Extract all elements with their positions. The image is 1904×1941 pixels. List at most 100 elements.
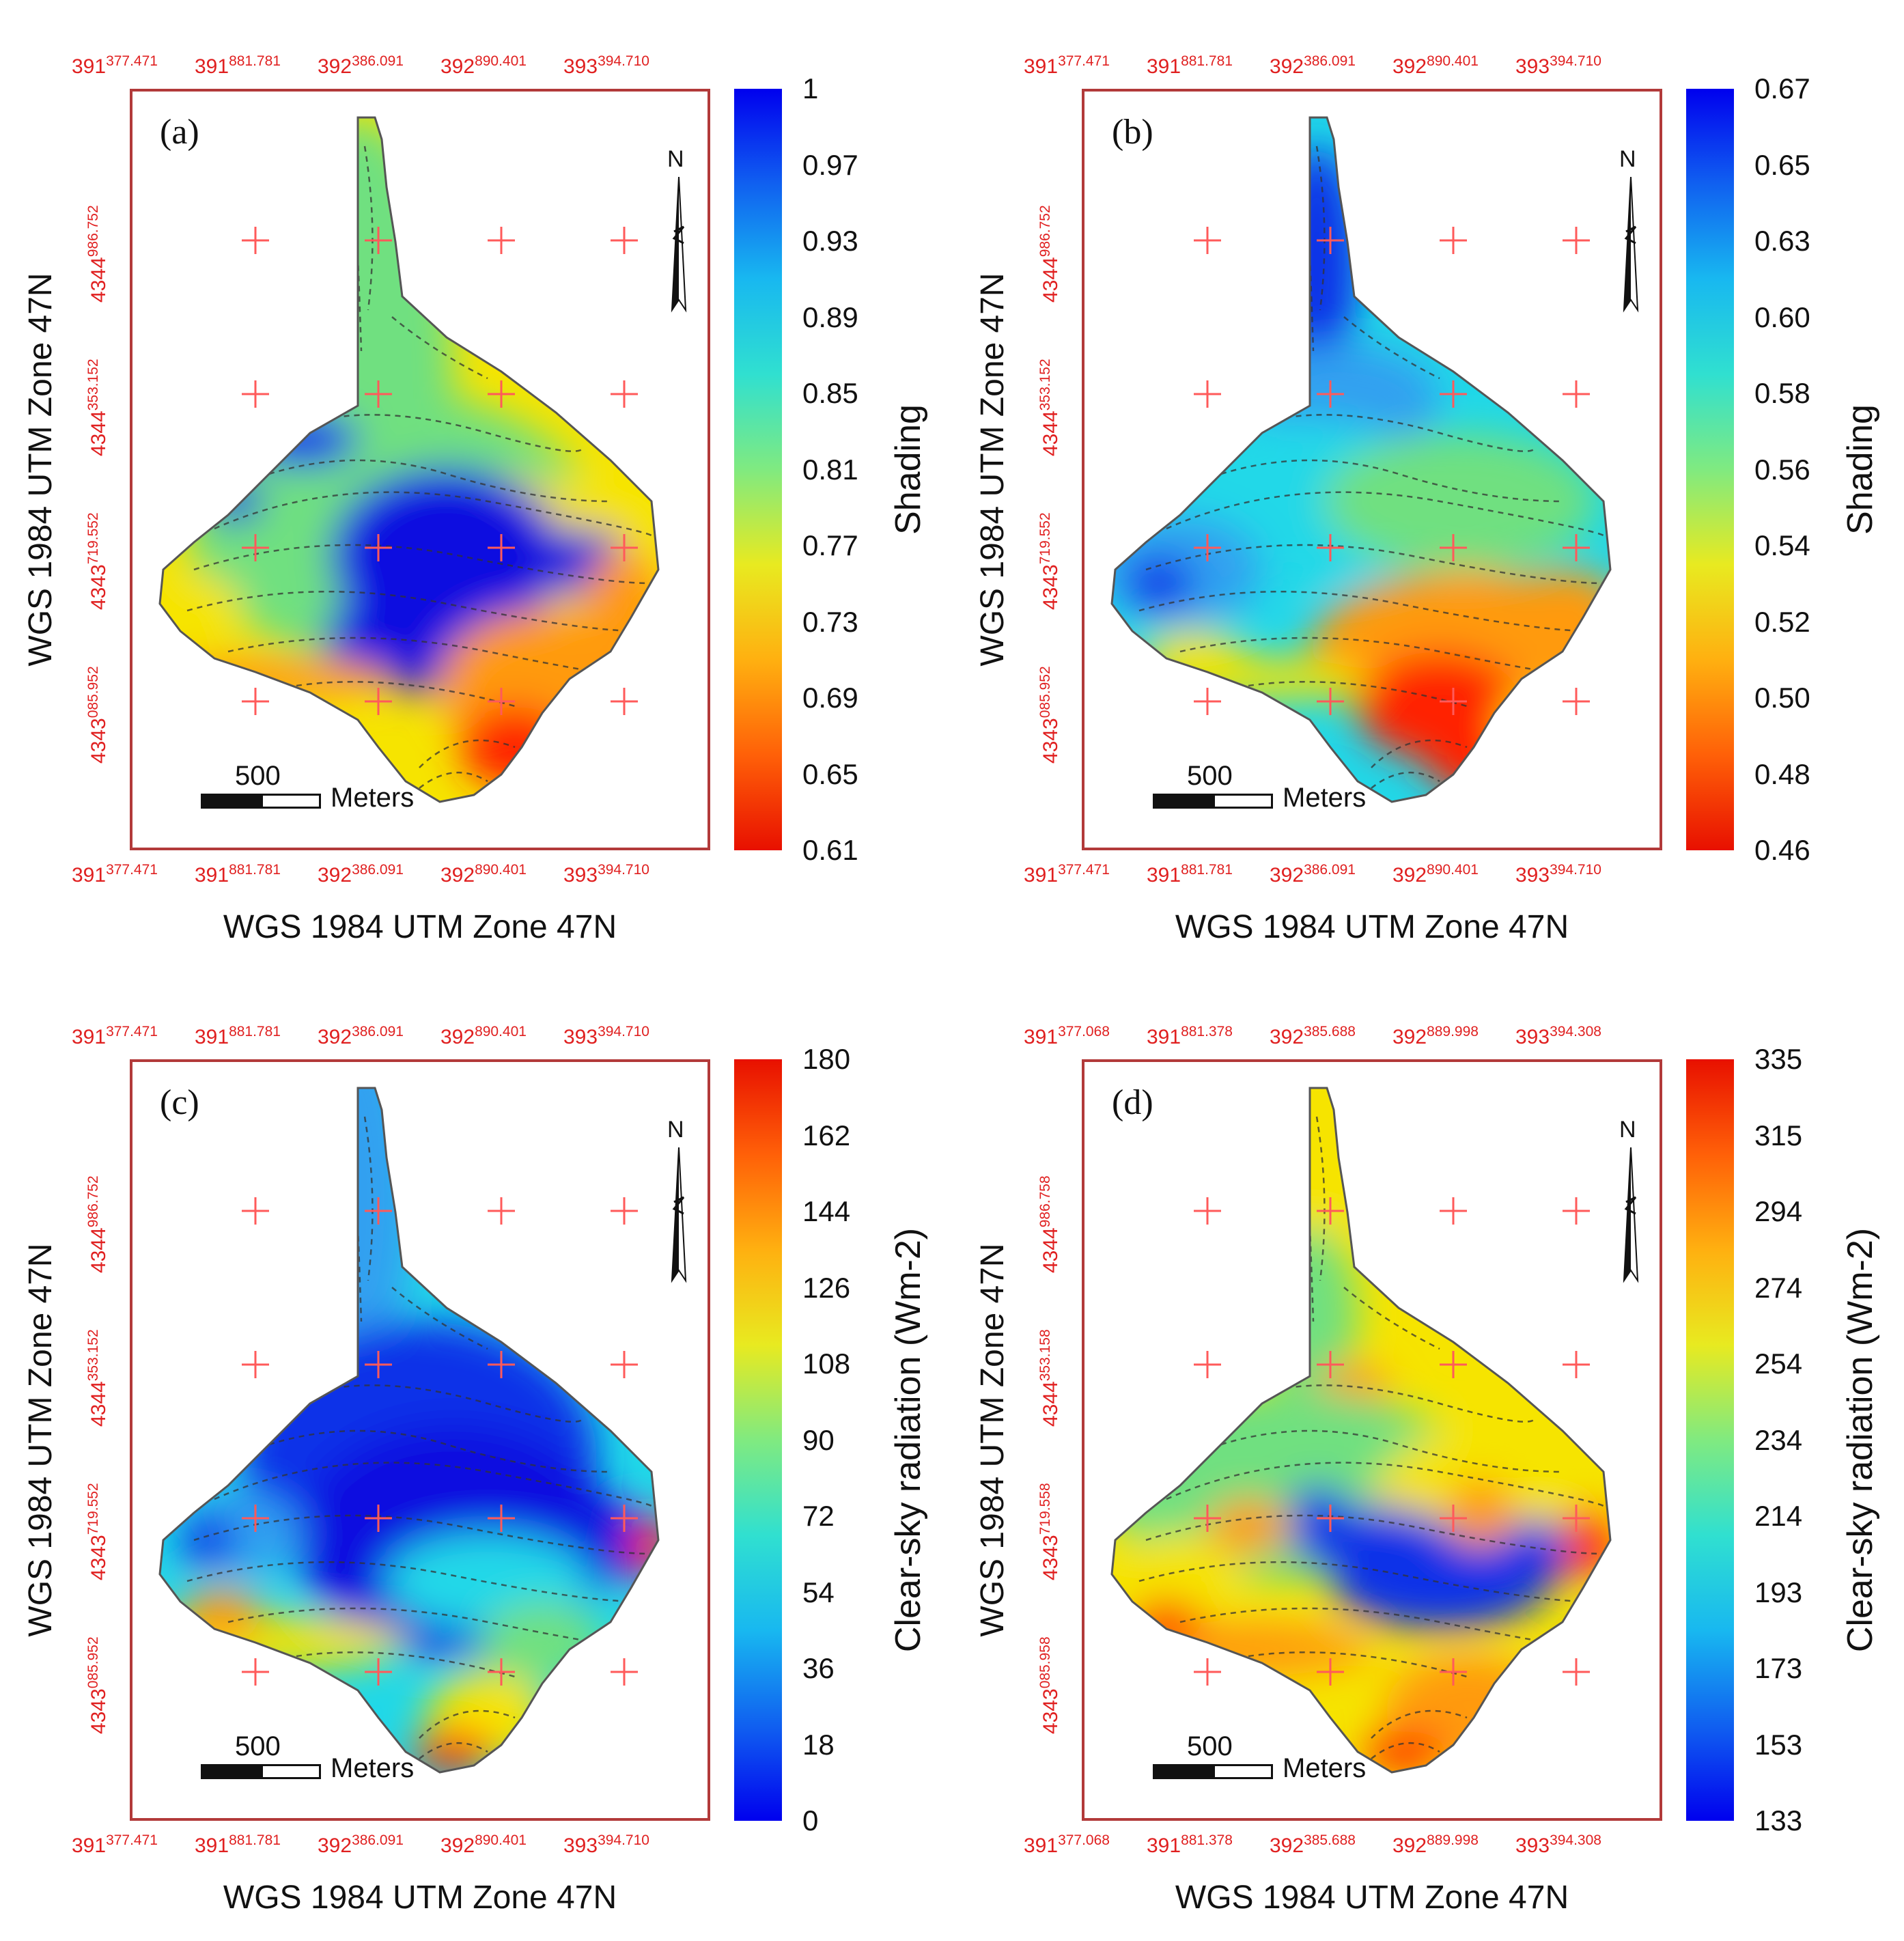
grid-cross — [488, 1197, 515, 1225]
scale-segment-black — [1153, 1764, 1213, 1779]
x-tick-label-top: 392386.091 — [318, 53, 404, 78]
colorbar-tick-label: 153 — [1754, 1728, 1803, 1761]
y-axis-title: WGS 1984 UTM Zone 47N — [975, 1243, 1011, 1637]
x-tick-label-bottom: 393394.710 — [563, 862, 649, 886]
grid-cross — [611, 1197, 638, 1225]
scale-value: 500 — [1187, 1731, 1233, 1761]
grid-cross — [1194, 227, 1221, 254]
grid-cross — [1440, 1505, 1467, 1532]
x-tick-label-top: 392385.688 — [1270, 1024, 1356, 1048]
raster-blob-d-13 — [1364, 1731, 1446, 1772]
y-tick-label: 4343719.552 — [85, 512, 110, 610]
x-axis-title: WGS 1984 UTM Zone 47N — [223, 1880, 617, 1916]
north-arrow-icon: N — [1614, 1117, 1648, 1294]
grid-cross — [1563, 227, 1590, 254]
x-tick-label-top: 392889.998 — [1392, 1024, 1479, 1048]
raster-blob-c-11 — [180, 1588, 262, 1643]
raster-blob-b-9 — [1501, 570, 1610, 652]
contour-b-2 — [1166, 491, 1604, 537]
x-tick-label-bottom: 392890.401 — [1392, 862, 1479, 886]
colorbar-tick-label: 234 — [1754, 1423, 1803, 1456]
x-tick-label-top: 392890.401 — [440, 53, 527, 78]
colorbar-tick-label: 274 — [1754, 1271, 1803, 1304]
grid-cross — [488, 1351, 515, 1378]
grid-cross — [1440, 1197, 1467, 1225]
grid-cross — [242, 1351, 269, 1378]
x-tick-label-bottom: 392386.091 — [1270, 862, 1356, 886]
grid-cross — [1317, 688, 1344, 715]
contour-c-2 — [214, 1462, 652, 1507]
colorbar-tick-label: 162 — [802, 1119, 851, 1151]
x-tick-label-bottom: 392386.091 — [318, 862, 404, 886]
scale-segment-white — [261, 794, 321, 809]
contour-a-11 — [419, 771, 488, 789]
raster-blob-b-0 — [1276, 146, 1358, 378]
y-tick-label: 4343085.958 — [1037, 1636, 1062, 1734]
colorbar-tick-label: 133 — [1754, 1804, 1803, 1837]
grid-cross — [1440, 227, 1467, 254]
grid-cross — [242, 1505, 269, 1532]
scale-segment-black — [201, 1764, 261, 1779]
map-svg-b — [1110, 116, 1612, 803]
contour-a-5 — [227, 637, 613, 675]
raster-blob-b-12 — [1501, 693, 1569, 761]
x-tick-label-bottom: 391881.378 — [1147, 1832, 1233, 1857]
contour-d-6 — [1248, 1651, 1468, 1678]
y-tick-label: 4343719.552 — [85, 1483, 110, 1580]
y-tick-label: 4343085.952 — [85, 1636, 110, 1734]
colorbar-tick-label: 0.73 — [802, 605, 858, 638]
grid-cross — [1317, 534, 1344, 561]
grid-cross — [1194, 1351, 1221, 1378]
colorbar-tick-label: 173 — [1754, 1652, 1803, 1684]
contour-a-7 — [419, 739, 516, 768]
panel-c: (c) N 500 Meters 391377.471 391377.471 391881.… — [0, 971, 952, 1941]
north-label: N — [667, 146, 684, 172]
contour-d-5 — [1179, 1607, 1565, 1645]
north-arrow-icon: N — [662, 146, 696, 324]
map-svg-d — [1110, 1087, 1612, 1774]
colorbar-tick-label: 0.63 — [1754, 225, 1810, 257]
panel-b: (b) N 500 Meters 391377.471 391377.471 391881.… — [952, 0, 1904, 971]
x-axis-title: WGS 1984 UTM Zone 47N — [1175, 1880, 1569, 1916]
contour-b-6 — [1248, 681, 1468, 708]
x-tick-label-top: 391881.781 — [1147, 53, 1233, 78]
north-label: N — [667, 1117, 684, 1143]
raster-blob-a-11 — [160, 658, 392, 699]
y-tick-label: 4344986.758 — [1037, 1175, 1062, 1273]
map-svg-c — [158, 1087, 660, 1774]
x-tick-label-bottom: 391377.471 — [72, 1832, 158, 1857]
grid-cross — [1563, 688, 1590, 715]
raster-blob-d-6 — [1330, 1533, 1549, 1629]
colorbar-tick-label: 36 — [802, 1652, 835, 1684]
raster-blob-c-10 — [631, 1513, 658, 1581]
colorbar-tick-label: 0.52 — [1754, 605, 1810, 638]
grid-cross — [611, 534, 638, 561]
grid-cross — [1317, 1351, 1344, 1378]
scale-bar: 500 Meters — [201, 1731, 488, 1793]
x-tick-label-top: 392386.091 — [318, 1024, 404, 1048]
colorbar-tick-label: 0.69 — [802, 682, 858, 714]
x-tick-label-bottom: 391377.471 — [1024, 862, 1110, 886]
north-arrow-icon: N — [1614, 146, 1648, 324]
north-label: N — [1619, 146, 1636, 172]
grid-cross — [242, 227, 269, 254]
x-tick-label-bottom: 391881.781 — [195, 862, 281, 886]
x-tick-label-top: 393394.308 — [1515, 1024, 1601, 1048]
scale-value: 500 — [235, 1731, 281, 1761]
contour-c-5 — [227, 1607, 613, 1645]
grid-cross — [611, 380, 638, 408]
grid-cross — [365, 1351, 392, 1378]
contour-d-8 — [1220, 1429, 1563, 1473]
colorbar-tick-label: 126 — [802, 1271, 851, 1304]
grid-cross — [488, 1505, 515, 1532]
x-axis-title: WGS 1984 UTM Zone 47N — [223, 909, 617, 945]
contour-a-2 — [214, 491, 652, 537]
contour-d-4 — [1138, 1561, 1591, 1603]
raster-blob-a-13 — [160, 576, 242, 631]
colorbar-tick-label: 1 — [802, 72, 819, 104]
grid-cross — [1194, 534, 1221, 561]
map-frame-a: (a) N 500 Meters — [130, 89, 710, 850]
grid-cross — [1194, 1505, 1221, 1532]
watershed-outline-a — [158, 116, 660, 803]
raster-blob-d-9 — [1446, 1479, 1515, 1547]
